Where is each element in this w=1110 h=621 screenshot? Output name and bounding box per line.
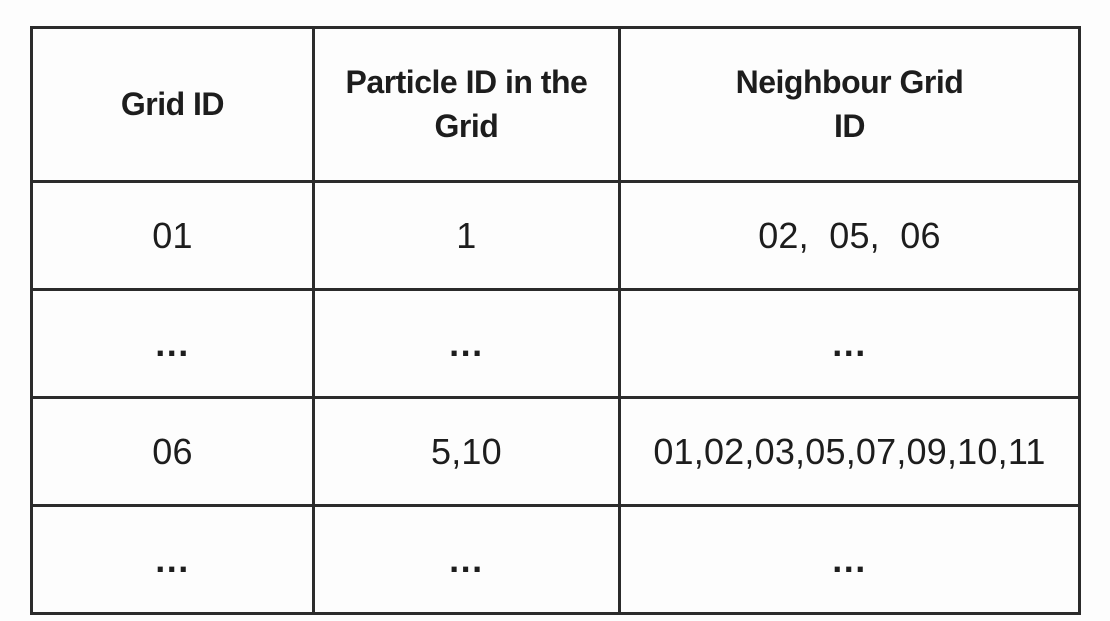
table-row-ellipsis: ... ... ... xyxy=(30,288,1082,399)
cell-neighbour-grid-id: ... xyxy=(617,288,1082,399)
cell-grid-id: 01 xyxy=(30,180,315,291)
table-row: 01 1 02, 05, 06 xyxy=(30,180,1082,291)
cell-grid-id: 06 xyxy=(30,396,315,507)
cell-grid-id: ... xyxy=(30,288,315,399)
column-header-particle-id: Particle ID in the Grid xyxy=(311,26,621,183)
table-head: Grid ID Particle ID in the Grid Neighbou… xyxy=(30,26,1082,183)
column-header-grid-id: Grid ID xyxy=(30,26,315,183)
cell-particle-id: 5,10 xyxy=(311,396,621,507)
header-row: Grid ID Particle ID in the Grid Neighbou… xyxy=(30,26,1082,183)
table-figure: Grid ID Particle ID in the Grid Neighbou… xyxy=(30,26,1082,615)
cell-grid-id: ... xyxy=(30,504,315,615)
cell-particle-id: 1 xyxy=(311,180,621,291)
cell-neighbour-grid-id: 01,02,03,05,07,09,10,11 xyxy=(617,396,1082,507)
grid-neighbour-table: Grid ID Particle ID in the Grid Neighbou… xyxy=(30,26,1082,615)
cell-neighbour-grid-id: ... xyxy=(617,504,1082,615)
table-body: 01 1 02, 05, 06 ... ... ... 06 5,10 01,0… xyxy=(30,180,1082,615)
cell-particle-id: ... xyxy=(311,288,621,399)
column-header-neighbour-grid-id: Neighbour Grid ID xyxy=(617,26,1082,183)
table-row-ellipsis: ... ... ... xyxy=(30,504,1082,615)
cell-neighbour-grid-id: 02, 05, 06 xyxy=(617,180,1082,291)
cell-particle-id: ... xyxy=(311,504,621,615)
table-row: 06 5,10 01,02,03,05,07,09,10,11 xyxy=(30,396,1082,507)
